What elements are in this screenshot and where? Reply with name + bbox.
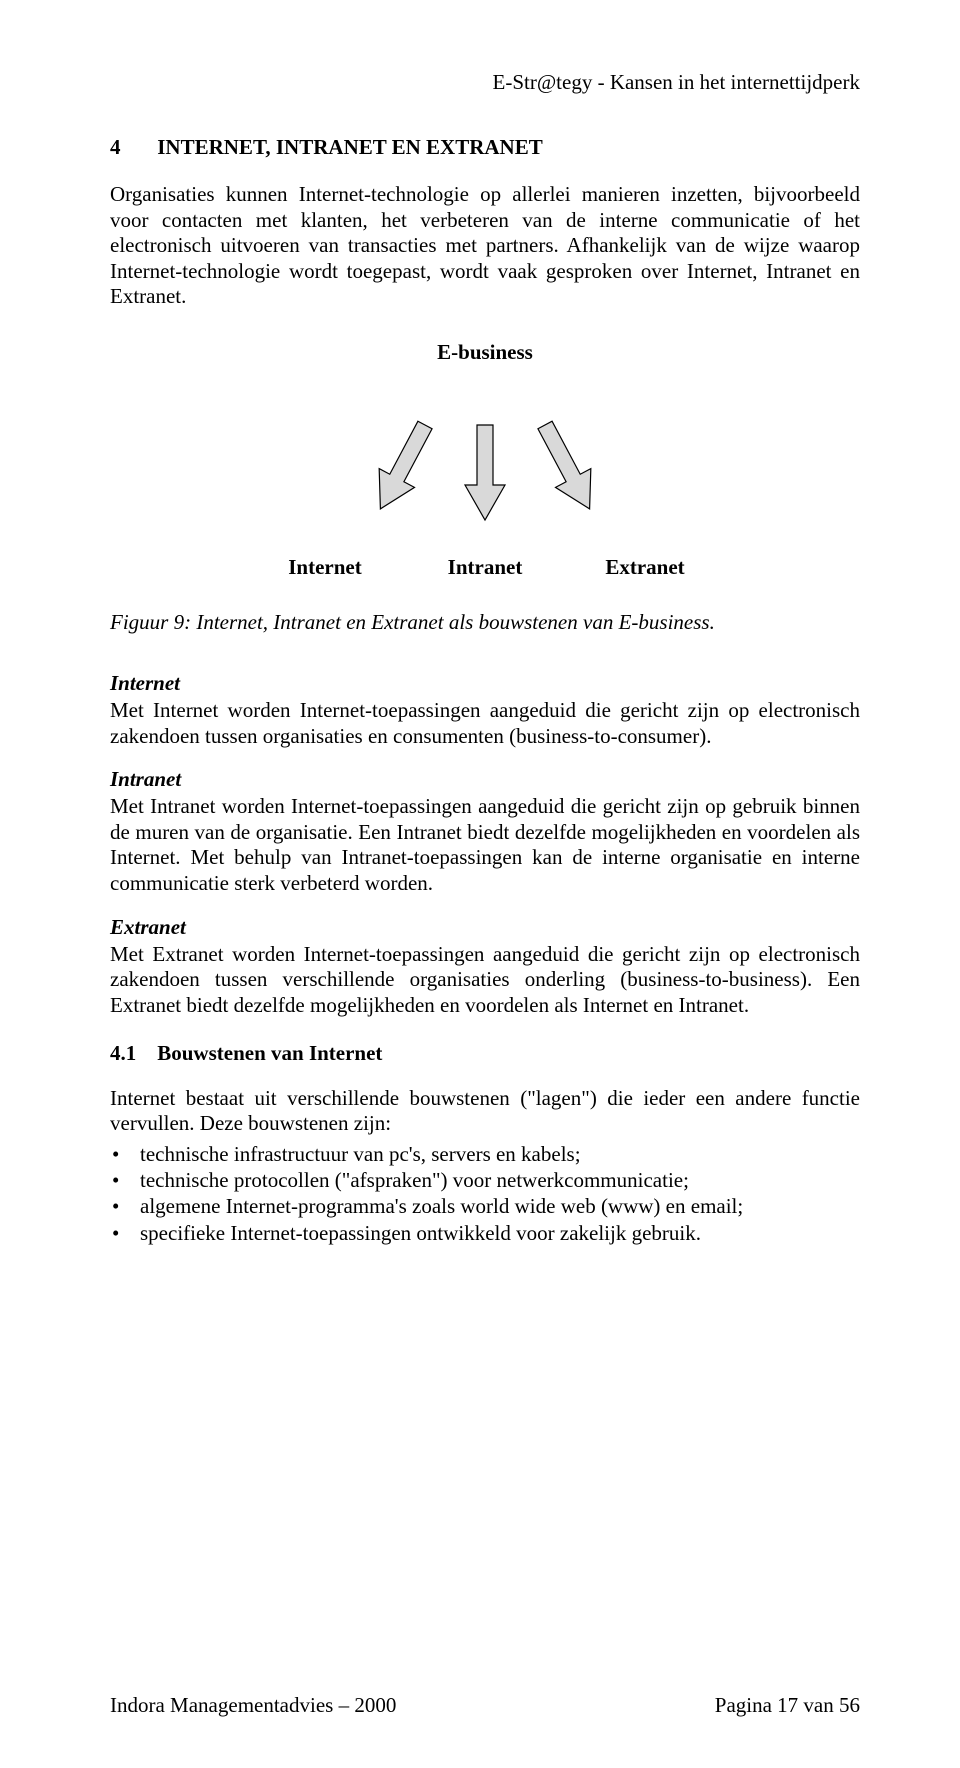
intranet-heading: Intranet xyxy=(110,767,860,792)
ebusiness-diagram xyxy=(275,405,695,545)
arrow-right-icon xyxy=(527,416,607,519)
page-footer: Indora Managementadvies – 2000 Pagina 17… xyxy=(110,1693,860,1718)
diagram-title: E-business xyxy=(110,340,860,365)
page: E-Str@tegy - Kansen in het internettijdp… xyxy=(0,0,960,1768)
arrow-middle-icon xyxy=(465,425,505,520)
arrow-left-icon xyxy=(363,416,443,519)
internet-body: Met Internet worden Internet-toepassinge… xyxy=(110,698,860,749)
list-item: technische infrastructuur van pc's, serv… xyxy=(110,1141,860,1167)
footer-right: Pagina 17 van 56 xyxy=(715,1693,860,1718)
subsection-heading: 4.1 Bouwstenen van Internet xyxy=(110,1041,860,1066)
diagram-label-extranet: Extranet xyxy=(560,555,730,580)
list-item: algemene Internet-programma's zoals worl… xyxy=(110,1193,860,1219)
subsection-title: Bouwstenen van Internet xyxy=(157,1041,382,1065)
diagram-labels: Internet Intranet Extranet xyxy=(110,555,860,580)
diagram-label-internet: Internet xyxy=(240,555,410,580)
header-title: E-Str@tegy - Kansen in het internettijdp… xyxy=(493,70,861,94)
list-item: technische protocollen ("afspraken") voo… xyxy=(110,1167,860,1193)
figure-caption: Figuur 9: Internet, Intranet en Extranet… xyxy=(110,610,860,635)
subsection-number: 4.1 xyxy=(110,1041,152,1066)
diagram-label-intranet: Intranet xyxy=(410,555,560,580)
extranet-heading: Extranet xyxy=(110,915,860,940)
list-item: specifieke Internet-toepassingen ontwikk… xyxy=(110,1220,860,1246)
footer-left: Indora Managementadvies – 2000 xyxy=(110,1693,396,1718)
section-heading: 4 INTERNET, INTRANET EN EXTRANET xyxy=(110,135,860,160)
section-number: 4 xyxy=(110,135,152,160)
internet-heading: Internet xyxy=(110,671,860,696)
intro-paragraph: Organisaties kunnen Internet-technologie… xyxy=(110,182,860,310)
bullets-list: technische infrastructuur van pc's, serv… xyxy=(110,1141,860,1246)
section-title: INTERNET, INTRANET EN EXTRANET xyxy=(157,135,542,159)
page-header: E-Str@tegy - Kansen in het internettijdp… xyxy=(110,70,860,95)
bouwstenen-intro: Internet bestaat uit verschillende bouws… xyxy=(110,1086,860,1137)
extranet-body: Met Extranet worden Internet-toepassinge… xyxy=(110,942,860,1019)
intranet-body: Met Intranet worden Internet-toepassinge… xyxy=(110,794,860,896)
